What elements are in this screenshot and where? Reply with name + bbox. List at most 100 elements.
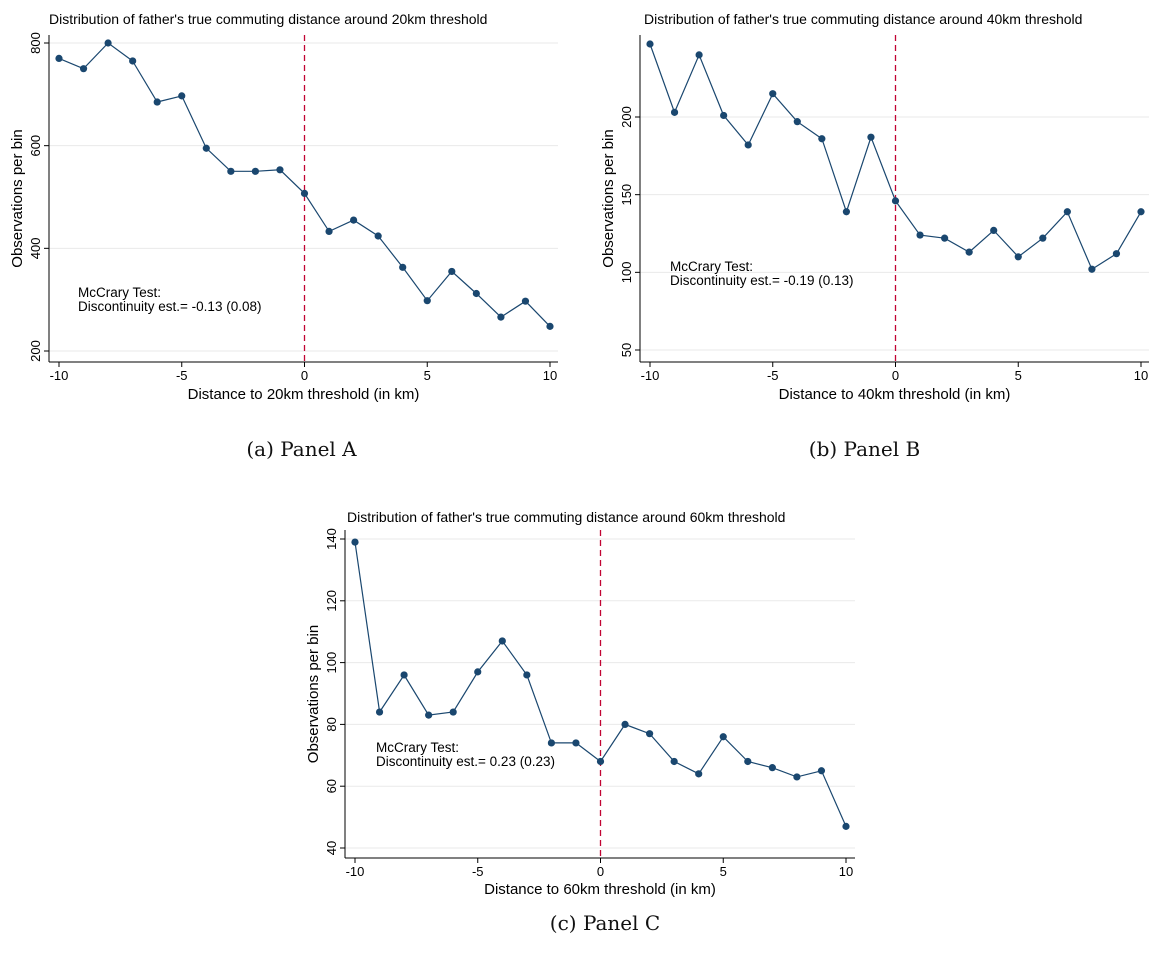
chart-title: Distribution of father's true commuting …	[347, 509, 785, 525]
x-tick-label: 5	[424, 368, 431, 383]
data-point	[474, 668, 482, 676]
chart-panel-1: 200 400 600 800 -10 -5 0 5 10 Distribution of fat…	[9, 11, 558, 403]
data-point	[55, 54, 63, 63]
x-tick-label: -10	[641, 368, 660, 383]
data-point	[472, 289, 480, 298]
x-tick-label: 10	[543, 368, 557, 383]
data-point	[251, 167, 259, 175]
data-point	[1063, 208, 1071, 216]
data-point	[374, 232, 382, 240]
mccrary-annotation: McCrary Test:	[376, 740, 459, 755]
data-point	[744, 757, 752, 766]
x-tick-label: 0	[301, 368, 308, 383]
data-point	[498, 637, 506, 645]
data-point	[449, 708, 457, 716]
data-point	[768, 764, 776, 772]
data-point	[129, 57, 137, 65]
data-point	[521, 297, 530, 305]
data-point	[769, 90, 777, 98]
data-point	[79, 65, 88, 73]
y-tick-label: 800	[28, 32, 43, 54]
data-point	[400, 671, 408, 679]
data-point	[497, 313, 505, 321]
data-point	[1088, 265, 1096, 273]
data-point	[719, 733, 727, 741]
data-point	[891, 197, 900, 205]
mccrary-annotation: McCrary Test:	[670, 259, 753, 274]
data-point	[202, 144, 210, 152]
data-point	[300, 189, 309, 198]
data-point	[965, 248, 973, 256]
data-point	[325, 227, 333, 235]
x-axis-label: Distance to 60km threshold (in km)	[484, 881, 716, 898]
data-point	[670, 108, 679, 116]
y-tick-label: 50	[619, 343, 634, 357]
x-tick-label: -5	[472, 864, 484, 879]
chart-title: Distribution of father's true commuting …	[644, 11, 1082, 27]
data-point	[941, 234, 949, 242]
caption-panel-a: (a) Panel A	[246, 437, 357, 461]
data-point	[351, 538, 359, 546]
x-tick-label: -10	[50, 368, 69, 383]
data-point	[227, 167, 235, 175]
x-tick-label: 0	[892, 368, 899, 383]
mccrary-annotation: Discontinuity est.= -0.19 (0.13)	[670, 273, 853, 288]
data-point	[842, 208, 851, 216]
data-point	[695, 770, 703, 778]
mccrary-annotation: Discontinuity est.= 0.23 (0.23)	[376, 754, 555, 769]
y-tick-label: 200	[28, 340, 43, 362]
chart-title: Distribution of father's true commuting …	[49, 11, 487, 27]
data-point	[153, 98, 161, 106]
data-point	[423, 297, 431, 305]
y-tick-label: 400	[28, 237, 43, 259]
x-tick-label: -5	[176, 368, 188, 383]
data-point	[695, 51, 703, 59]
data-point	[670, 757, 678, 766]
data-point	[350, 216, 358, 224]
data-point	[547, 739, 556, 747]
x-axis-label: Distance to 20km threshold (in km)	[188, 386, 420, 403]
data-point	[1112, 250, 1121, 258]
data-point	[646, 730, 654, 738]
y-tick-label: 120	[324, 590, 339, 612]
y-tick-label: 80	[324, 717, 339, 731]
y-axis-label: Observations per bin	[9, 129, 26, 267]
data-point	[596, 757, 605, 766]
data-point	[546, 322, 554, 330]
x-tick-label: -5	[767, 368, 779, 383]
data-point	[1014, 253, 1022, 261]
y-axis-label: Observations per bin	[305, 625, 322, 763]
data-point	[867, 133, 875, 141]
data-point	[793, 773, 801, 781]
data-point	[916, 231, 924, 239]
data-point	[744, 141, 752, 149]
chart-panel-3: 40 60 80 100 120 140 -10 -5 0 5 10 Distribution of …	[305, 509, 855, 898]
data-point	[646, 40, 654, 48]
y-axis-label: Observations per bin	[600, 129, 617, 267]
data-point	[572, 739, 580, 747]
y-tick-label: 600	[28, 135, 43, 157]
x-tick-label: 10	[1134, 368, 1148, 383]
y-tick-label: 150	[619, 184, 634, 206]
data-point	[178, 92, 186, 100]
x-tick-label: 0	[597, 864, 604, 879]
data-point	[720, 111, 728, 120]
y-tick-label: 40	[324, 841, 339, 855]
data-point	[425, 711, 433, 719]
data-point	[399, 263, 407, 271]
data-point	[523, 671, 531, 679]
x-tick-label: 5	[1015, 368, 1022, 383]
data-point	[1137, 208, 1145, 216]
chart-panel-2: 50 100 150 200 -10 -5 0 5 10 Distribution of fath…	[600, 11, 1149, 403]
mccrary-annotation: McCrary Test:	[78, 285, 161, 300]
y-tick-label: 100	[324, 652, 339, 674]
data-point	[818, 135, 826, 143]
x-tick-label: 5	[720, 864, 727, 879]
x-axis-label: Distance to 40km threshold (in km)	[779, 386, 1011, 403]
data-point	[990, 226, 998, 234]
data-point	[1039, 234, 1047, 242]
x-tick-label: -10	[346, 864, 365, 879]
data-point	[104, 39, 112, 47]
x-tick-label: 10	[839, 864, 853, 879]
